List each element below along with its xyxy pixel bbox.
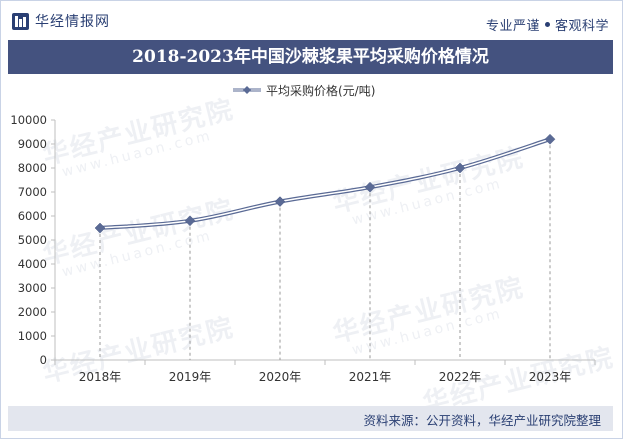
chart-title: 2018-2023年中国沙棘浆果平均采购价格情况	[8, 40, 613, 74]
brand: 华经情报网	[12, 12, 110, 30]
x-tick-label: 2022年	[439, 370, 482, 384]
series-line	[98, 137, 552, 230]
brand-logo-icon	[12, 12, 29, 30]
x-axis: 2018年 2019年 2020年 2021年 2022年 2023年	[54, 359, 596, 384]
footer: 资料来源：公开资料，华经产业研究院整理	[8, 406, 613, 431]
data-point	[184, 215, 196, 227]
source-note: 资料来源：公开资料，华经产业研究院整理	[363, 413, 601, 428]
data-point	[364, 181, 376, 193]
y-tick-label: 2000	[18, 305, 47, 319]
legend-label: 平均采购价格(元/吨)	[266, 83, 376, 98]
y-tick-label: 3000	[18, 281, 47, 295]
slogan-right: 客观科学	[554, 19, 609, 34]
y-axis: 0 1000 2000 3000 4000 5000 6000 7000 8000 9000 100…	[10, 113, 56, 367]
data-point	[274, 196, 286, 207]
data-point	[94, 222, 106, 234]
y-tick-label: 7000	[18, 185, 47, 199]
y-tick-label: 10000	[10, 113, 47, 127]
y-tick-label: 1000	[18, 329, 47, 343]
x-tick-label: 2021年	[349, 370, 392, 384]
header-bar: 华经情报网 专业严谨 客观科学	[0, 0, 623, 38]
x-tick-label: 2018年	[79, 370, 122, 384]
y-tick-label: 9000	[18, 137, 47, 151]
brand-name: 华经情报网	[35, 14, 110, 30]
drop-lines	[99, 139, 551, 360]
slogan-left: 专业严谨	[485, 19, 540, 34]
y-tick-label: 0	[40, 353, 47, 367]
y-tick-label: 4000	[18, 257, 47, 271]
y-tick-label: 5000	[18, 233, 47, 247]
data-point	[544, 133, 556, 145]
slogan: 专业严谨 客观科学	[486, 15, 609, 34]
x-tick-label: 2019年	[169, 370, 212, 384]
y-tick-label: 8000	[18, 161, 47, 175]
slogan-dot-icon	[544, 22, 550, 27]
y-tick-label: 6000	[18, 209, 47, 223]
series-line-highlight	[99, 138, 551, 229]
legend-line-diamond-icon	[233, 86, 261, 94]
series-平均采购价格	[94, 133, 556, 234]
data-point	[454, 162, 466, 174]
x-tick-label: 2020年	[259, 370, 302, 384]
legend: 平均采购价格(元/吨)	[232, 82, 375, 98]
x-tick-label: 2023年	[529, 370, 572, 384]
